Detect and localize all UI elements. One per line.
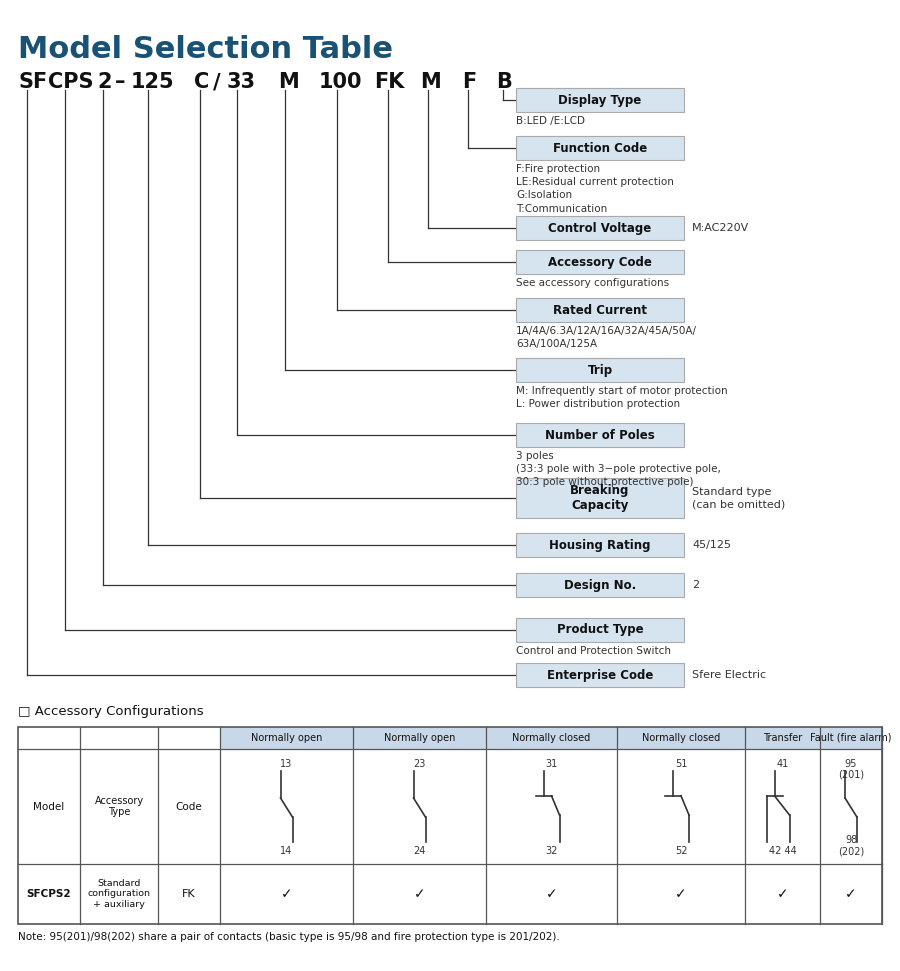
Text: Enterprise Code: Enterprise Code [547, 668, 653, 682]
Text: 32: 32 [545, 846, 558, 856]
Text: SFCPS2: SFCPS2 [27, 889, 71, 899]
Text: 41: 41 [777, 759, 788, 769]
Text: Note: 95(201)/98(202) share a pair of contacts (basic type is 95/98 and fire pro: Note: 95(201)/98(202) share a pair of co… [18, 932, 560, 942]
Text: 13: 13 [281, 759, 292, 769]
Bar [516, 298, 684, 322]
Text: M:AC220V: M:AC220V [692, 223, 749, 233]
Text: Breaking
Capacity: Breaking Capacity [571, 484, 630, 512]
Text: B:LED /E:LCD: B:LED /E:LCD [516, 116, 585, 126]
Text: F: F [462, 72, 476, 92]
Bar [516, 618, 684, 642]
Text: 100: 100 [319, 72, 363, 92]
Text: 3 poles
(33:3 pole with 3−pole protective pole,
30:3 pole without protective pol: 3 poles (33:3 pole with 3−pole protectiv… [516, 451, 721, 487]
Bar [516, 88, 684, 112]
Text: □ Accessory Configurations: □ Accessory Configurations [18, 705, 203, 718]
Text: Normally closed: Normally closed [512, 733, 590, 743]
Text: /: / [213, 72, 220, 92]
Bar [220, 727, 882, 749]
Text: ✓: ✓ [675, 887, 687, 901]
Text: Model: Model [33, 801, 65, 812]
Text: 23: 23 [413, 759, 426, 769]
Bar [516, 478, 684, 518]
Text: Product Type: Product Type [557, 623, 644, 637]
Text: CPS: CPS [48, 72, 94, 92]
Text: 45/125: 45/125 [692, 540, 731, 550]
Text: SF: SF [18, 72, 47, 92]
Text: Standard type
(can be omitted): Standard type (can be omitted) [692, 486, 785, 509]
Text: FK: FK [374, 72, 404, 92]
Text: Standard
configuration
+ auxiliary: Standard configuration + auxiliary [87, 879, 150, 909]
Text: Function Code: Function Code [553, 142, 647, 154]
Text: Accessory Code: Accessory Code [548, 255, 652, 269]
Text: ✓: ✓ [281, 887, 292, 901]
Text: Number of Poles: Number of Poles [545, 428, 655, 442]
Text: M: M [420, 72, 441, 92]
Text: Rated Current: Rated Current [553, 304, 647, 317]
Text: M: M [278, 72, 299, 92]
Text: C: C [194, 72, 209, 92]
Text: Accessory
Type: Accessory Type [94, 795, 144, 818]
Text: ✓: ✓ [777, 887, 788, 901]
Bar [516, 358, 684, 382]
Text: ✓: ✓ [545, 887, 557, 901]
Text: F:Fire protection
LE:Residual current protection
G:Isolation
T:Communication: F:Fire protection LE:Residual current pr… [516, 164, 674, 214]
Text: 51: 51 [675, 759, 688, 769]
Text: 31: 31 [545, 759, 558, 769]
Bar [516, 216, 684, 240]
Text: Fault (fire alarm): Fault (fire alarm) [810, 733, 892, 743]
Text: 24: 24 [413, 846, 426, 856]
Text: 2: 2 [692, 580, 699, 590]
Text: 42 44: 42 44 [769, 846, 796, 856]
Text: 14: 14 [281, 846, 292, 856]
Text: Design No.: Design No. [564, 579, 636, 591]
Text: Model Selection Table: Model Selection Table [18, 35, 393, 64]
Text: 125: 125 [131, 72, 175, 92]
Text: ✓: ✓ [845, 887, 857, 901]
Bar [516, 423, 684, 447]
Text: Housing Rating: Housing Rating [549, 539, 651, 552]
Text: Sfere Electric: Sfere Electric [692, 670, 766, 680]
Text: –: – [115, 72, 125, 92]
Text: Display Type: Display Type [558, 93, 642, 107]
Text: Code: Code [176, 801, 202, 812]
Text: B: B [496, 72, 512, 92]
Bar [516, 250, 684, 274]
Text: M: Infrequently start of motor protection
L: Power distribution protection: M: Infrequently start of motor protectio… [516, 386, 727, 409]
Text: 52: 52 [675, 846, 688, 856]
Text: 33: 33 [227, 72, 256, 92]
Text: Normally open: Normally open [383, 733, 455, 743]
Bar [516, 136, 684, 160]
Text: 1A/4A/6.3A/12A/16A/32A/45A/50A/
63A/100A/125A: 1A/4A/6.3A/12A/16A/32A/45A/50A/ 63A/100A… [516, 326, 697, 350]
Text: Control and Protection Switch: Control and Protection Switch [516, 646, 671, 656]
Bar [516, 573, 684, 597]
Text: Normally open: Normally open [251, 733, 322, 743]
Text: ✓: ✓ [414, 887, 426, 901]
Text: Trip: Trip [588, 363, 613, 377]
Bar [516, 663, 684, 687]
Text: 2: 2 [97, 72, 112, 92]
Bar [18, 727, 882, 924]
Text: FK: FK [182, 889, 196, 899]
Text: Transfer: Transfer [763, 733, 802, 743]
Text: 98
(202): 98 (202) [838, 835, 864, 856]
Text: Normally closed: Normally closed [642, 733, 720, 743]
Text: See accessory configurations: See accessory configurations [516, 278, 669, 288]
Bar [516, 533, 684, 557]
Text: Control Voltage: Control Voltage [548, 221, 652, 235]
Text: 95
(201): 95 (201) [838, 759, 864, 780]
